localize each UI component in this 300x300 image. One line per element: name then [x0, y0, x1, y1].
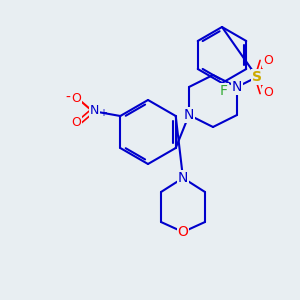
Text: O: O	[71, 92, 81, 104]
Text: O: O	[178, 225, 188, 239]
Text: N: N	[184, 108, 194, 122]
Text: O: O	[71, 116, 81, 130]
Text: +: +	[99, 108, 107, 118]
Text: F: F	[220, 84, 228, 98]
Text: O: O	[263, 55, 273, 68]
Text: -: -	[65, 91, 70, 105]
Text: N: N	[178, 171, 188, 185]
Text: N: N	[232, 80, 242, 94]
Text: N: N	[90, 104, 99, 118]
Text: O: O	[263, 86, 273, 100]
Text: S: S	[252, 70, 262, 84]
